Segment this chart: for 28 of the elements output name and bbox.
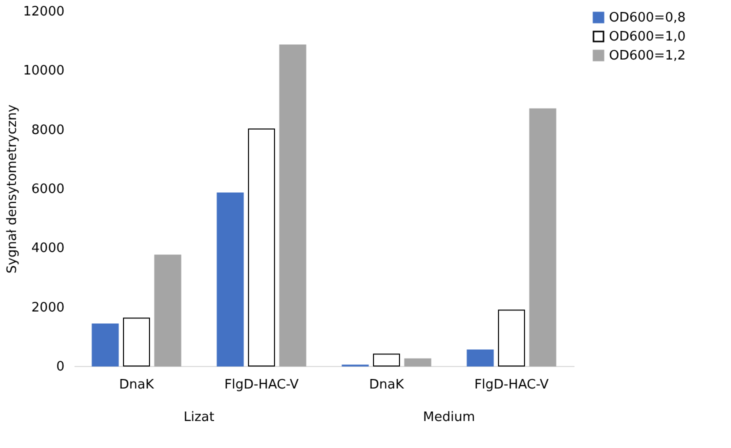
- y-tick-label: 8000: [31, 122, 64, 138]
- bar: [279, 44, 306, 366]
- y-tick-label: 6000: [31, 182, 64, 197]
- bar: [216, 192, 244, 366]
- bar: [466, 350, 494, 366]
- x-tick-label: DnaK: [369, 378, 404, 392]
- bar: [373, 354, 400, 366]
- text: Lizat: [184, 410, 214, 425]
- bar: [123, 318, 150, 366]
- legend-label: OD600=1,2: [609, 48, 686, 64]
- bar: [529, 108, 556, 366]
- legend-label: OD600=0,8: [609, 10, 686, 26]
- legend-label: OD600=1,0: [609, 30, 686, 44]
- x-tick-label: DnaK: [119, 378, 154, 392]
- y-tick-label: 4000: [31, 241, 64, 256]
- y-tick-label: 12000: [23, 4, 64, 20]
- y-axis-title: Sygnał densytometryczny: [5, 104, 20, 274]
- y-tick-label: 10000: [23, 64, 64, 79]
- y-tick-label: 2000: [31, 300, 64, 316]
- bar: [154, 254, 182, 366]
- x-tick-label: FlgD-HAC-V: [474, 378, 549, 392]
- text: Medium: [423, 410, 475, 425]
- bar: [404, 358, 432, 366]
- bar: [498, 310, 525, 366]
- x-tick-label: FlgD-HAC-V: [224, 378, 299, 392]
- bar: [248, 128, 275, 366]
- bar: [92, 323, 119, 366]
- y-tick-label: 0: [56, 360, 64, 374]
